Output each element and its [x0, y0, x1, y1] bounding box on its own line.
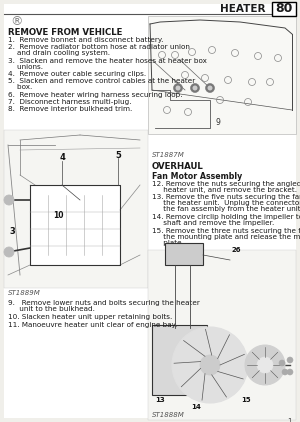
Text: 8.  Remove interior bulkhead trim.: 8. Remove interior bulkhead trim. [8, 106, 132, 112]
Circle shape [282, 369, 288, 375]
Circle shape [193, 86, 197, 90]
Circle shape [257, 357, 273, 373]
Text: 26: 26 [232, 247, 242, 253]
Text: box.: box. [8, 84, 32, 90]
Circle shape [173, 84, 182, 92]
Circle shape [279, 360, 285, 366]
Text: 12. Remove the nuts securing the angled bracket to the: 12. Remove the nuts securing the angled … [152, 181, 300, 187]
Text: HEATER: HEATER [220, 4, 266, 14]
Text: 13. Remove the five nuts securing the fan assembly to: 13. Remove the five nuts securing the fa… [152, 195, 300, 200]
Text: ST1889M: ST1889M [8, 290, 41, 296]
Bar [272, 2, 296, 16]
Circle shape [208, 86, 212, 90]
Circle shape [4, 247, 14, 257]
Circle shape [287, 369, 293, 375]
Text: 3: 3 [9, 227, 15, 236]
Text: 11. Manoeuvre heater unit clear of engine bay.: 11. Manoeuvre heater unit clear of engin… [8, 322, 177, 327]
Text: 10: 10 [53, 211, 63, 219]
Text: ST1887M: ST1887M [152, 152, 185, 158]
Text: unions.: unions. [8, 64, 43, 70]
Circle shape [172, 327, 248, 403]
Text: 4: 4 [59, 154, 65, 162]
Text: 1: 1 [287, 418, 292, 422]
Text: 2.  Remove radiator bottom hose at radiator union: 2. Remove radiator bottom hose at radiat… [8, 44, 190, 50]
Bar [148, 250, 296, 420]
Circle shape [206, 84, 214, 92]
Text: 7.  Disconnect harness multi-plug.: 7. Disconnect harness multi-plug. [8, 99, 131, 105]
Text: the heater unit.  Unplug the connector and remove: the heater unit. Unplug the connector an… [152, 200, 300, 206]
Circle shape [200, 355, 220, 375]
Text: REMOVE FROM VEHICLE: REMOVE FROM VEHICLE [8, 28, 122, 37]
Text: 1.  Remove bonnet and disconnect battery.: 1. Remove bonnet and disconnect battery. [8, 37, 164, 43]
Text: the mounting plate and release the motor from the: the mounting plate and release the motor… [152, 233, 300, 240]
Text: 15. Remove the three nuts securing the fan motor to: 15. Remove the three nuts securing the f… [152, 227, 300, 233]
Text: heater unit, and remove the bracket.: heater unit, and remove the bracket. [152, 187, 297, 193]
Text: 6.  Remove heater wiring harness securing loop.: 6. Remove heater wiring harness securing… [8, 92, 182, 97]
Text: 5.  Slacken and remove control cables at the heater: 5. Slacken and remove control cables at … [8, 78, 195, 84]
Text: unit to the bulkhead.: unit to the bulkhead. [8, 306, 95, 312]
Text: 13: 13 [155, 397, 165, 403]
Bar [165, 243, 203, 265]
Text: 14: 14 [191, 404, 201, 410]
Text: 9.   Remove lower nuts and bolts securing the heater: 9. Remove lower nuts and bolts securing … [8, 300, 200, 306]
Circle shape [287, 357, 293, 363]
Polygon shape [30, 185, 120, 265]
Text: 3.  Slacken and remove the heater hoses at heater box: 3. Slacken and remove the heater hoses a… [8, 57, 207, 64]
Text: ST1888M: ST1888M [152, 412, 185, 418]
Text: plate.: plate. [152, 240, 184, 246]
Circle shape [190, 84, 200, 92]
Text: 15: 15 [241, 397, 251, 403]
Text: 4.  Remove outer cable securing clips.: 4. Remove outer cable securing clips. [8, 71, 146, 77]
Text: ®: ® [10, 16, 22, 29]
Bar [152, 325, 207, 395]
Text: shaft and remove the impeller.: shaft and remove the impeller. [152, 220, 274, 226]
Bar [4, 130, 148, 288]
Text: Fan Motor Assembly: Fan Motor Assembly [152, 172, 242, 181]
Text: 80: 80 [275, 3, 293, 16]
Text: 5: 5 [115, 151, 121, 160]
Text: 10. Slacken heater unit upper retaining bolts.: 10. Slacken heater unit upper retaining … [8, 314, 172, 320]
Text: 14. Remove circlip holding the impeller to the drive: 14. Remove circlip holding the impeller … [152, 214, 300, 220]
Text: OVERHAUL: OVERHAUL [152, 162, 204, 171]
Text: the fan assembly from the heater unit.: the fan assembly from the heater unit. [152, 206, 300, 213]
Bar [148, 16, 296, 134]
Circle shape [245, 345, 285, 385]
Circle shape [176, 86, 181, 90]
Circle shape [4, 195, 14, 205]
Text: 9: 9 [216, 118, 220, 127]
Text: and drain cooling system.: and drain cooling system. [8, 50, 110, 57]
